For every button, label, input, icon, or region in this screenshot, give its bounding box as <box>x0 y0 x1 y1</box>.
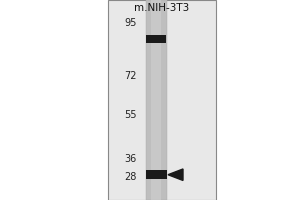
Text: 55: 55 <box>124 110 136 120</box>
Text: 28: 28 <box>124 172 136 182</box>
Bar <box>146 35 166 43</box>
Bar <box>151 0 161 200</box>
Text: 95: 95 <box>124 18 136 28</box>
Text: 72: 72 <box>124 71 136 81</box>
Bar <box>146 0 167 200</box>
Text: m.NIH-3T3: m.NIH-3T3 <box>134 3 190 13</box>
Bar <box>108 0 216 200</box>
Text: 36: 36 <box>124 154 136 164</box>
Bar <box>146 170 167 179</box>
Polygon shape <box>168 169 183 180</box>
